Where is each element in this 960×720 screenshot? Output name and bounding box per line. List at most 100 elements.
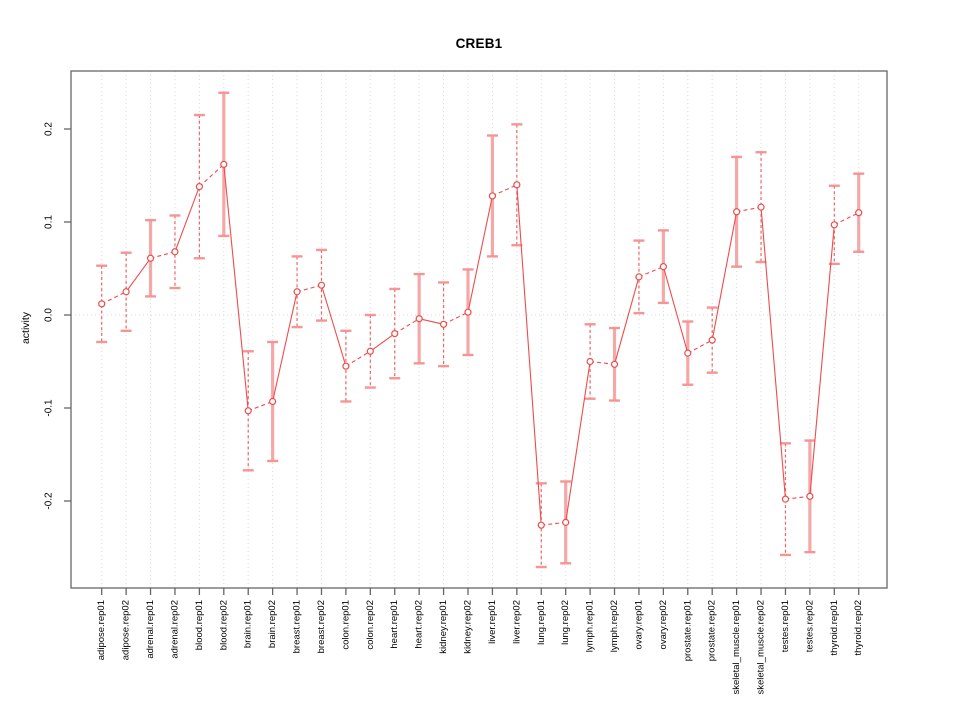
x-tick-label: prostate.rep01 [682, 600, 693, 661]
x-tick-label: liver.rep02 [511, 600, 522, 644]
y-tick-label: 0.0 [44, 308, 55, 322]
series-line-segment [223, 164, 249, 411]
series-line-segment [467, 195, 493, 313]
data-point [830, 221, 838, 229]
x-tick-label: kidney.rep01 [438, 600, 449, 654]
data-point [146, 254, 155, 262]
data-point [806, 492, 814, 500]
data-point [293, 288, 301, 296]
data-point [855, 209, 863, 217]
series-line-segment [516, 184, 542, 526]
x-tick-label: kidney.rep02 [463, 600, 474, 654]
data-point [513, 181, 521, 189]
data-point [537, 521, 545, 529]
series-line-segment [565, 361, 591, 523]
series-line-segment [809, 224, 835, 497]
x-tick-label: heart.rep01 [389, 600, 400, 649]
series-line-segment [419, 318, 444, 325]
x-tick-label: testes.rep02 [804, 600, 815, 652]
data-point [195, 183, 203, 191]
x-tick-label: blood.rep01 [194, 600, 205, 650]
x-tick-label: colon.rep01 [340, 600, 351, 650]
series-line-segment [248, 400, 273, 412]
data-point [586, 357, 594, 366]
y-tick-label: -0.2 [44, 492, 55, 510]
data-point [244, 407, 252, 415]
series-line-segment [296, 284, 322, 293]
plot-box [70, 70, 888, 589]
data-point [757, 203, 765, 211]
series-line-segment [541, 521, 566, 526]
x-tick-label: adrenal.rep01 [145, 600, 156, 659]
x-tick-label: heart.rep02 [414, 600, 425, 649]
x-tick-label: colon.rep02 [365, 600, 376, 650]
data-point [684, 349, 692, 357]
series-line-segment [687, 339, 713, 354]
series-line-segment [199, 163, 225, 188]
series-line-segment [320, 285, 347, 367]
series-line-segment [369, 333, 396, 352]
x-tick-label: blood.rep02 [218, 600, 229, 650]
series-line-segment [785, 495, 810, 500]
x-tick-label: breast.rep01 [292, 600, 303, 653]
data-point [342, 362, 350, 370]
series-line-segment [443, 311, 469, 325]
x-tick-label: adipose.rep02 [121, 600, 132, 660]
data-point [439, 320, 448, 328]
series-line-segment [345, 350, 371, 367]
data-point [635, 273, 643, 281]
data-point [562, 518, 570, 526]
data-point [317, 281, 326, 289]
x-tick-label: prostate.rep02 [707, 600, 718, 661]
series-line-segment [125, 257, 151, 293]
data-point [708, 336, 716, 344]
series-line-segment [394, 318, 420, 335]
data-point [488, 192, 497, 200]
x-tick-label: adipose.rep01 [96, 600, 107, 660]
x-tick-label: brain.rep01 [243, 600, 254, 648]
series-line-segment [101, 291, 127, 305]
x-tick-label: ovary.rep01 [633, 600, 644, 649]
data-point [781, 495, 790, 503]
data-point [391, 330, 399, 338]
x-tick-label: ovary.rep02 [658, 600, 669, 649]
x-tick-label: lymph.rep02 [609, 600, 620, 652]
data-point [269, 397, 277, 406]
x-tick-label: skeletal_muscle.rep01 [731, 600, 742, 695]
x-tick-label: lung.rep02 [560, 600, 571, 645]
y-tick-label: 0.2 [44, 122, 55, 136]
series-line-segment [590, 360, 615, 365]
series-line-segment [613, 276, 640, 365]
x-tick-label: skeletal_muscle.rep02 [756, 600, 767, 695]
series-line-segment [150, 251, 176, 259]
data-point [366, 347, 374, 355]
data-point [98, 300, 106, 308]
y-tick-label: -0.1 [44, 399, 55, 417]
data-point [464, 308, 472, 316]
data-point [610, 360, 619, 368]
data-point [220, 160, 228, 168]
x-tick-label: liver.rep01 [487, 600, 498, 644]
y-tick-label: 0.1 [44, 215, 55, 229]
x-tick-label: brain.rep02 [267, 600, 278, 648]
chart-title: CREB1 [455, 36, 503, 51]
data-point [171, 248, 179, 256]
data-point [122, 288, 130, 296]
series-line-segment [638, 266, 664, 278]
x-tick-label: lymph.rep01 [585, 600, 596, 652]
series-line-segment [736, 206, 762, 213]
x-tick-label: lung.rep01 [536, 600, 547, 645]
data-point [659, 263, 667, 271]
x-tick-label: adrenal.rep02 [169, 600, 180, 659]
series-line-segment [174, 186, 200, 252]
series-line-segment [834, 212, 859, 226]
data-point [733, 208, 741, 216]
series-line-segment [662, 266, 689, 354]
data-point [415, 315, 423, 323]
x-tick-label: breast.rep02 [316, 600, 327, 653]
series-line-segment [711, 211, 738, 341]
x-tick-label: thyroid.rep02 [853, 600, 864, 655]
x-tick-label: testes.rep01 [780, 600, 791, 652]
series-line-segment [272, 291, 298, 402]
